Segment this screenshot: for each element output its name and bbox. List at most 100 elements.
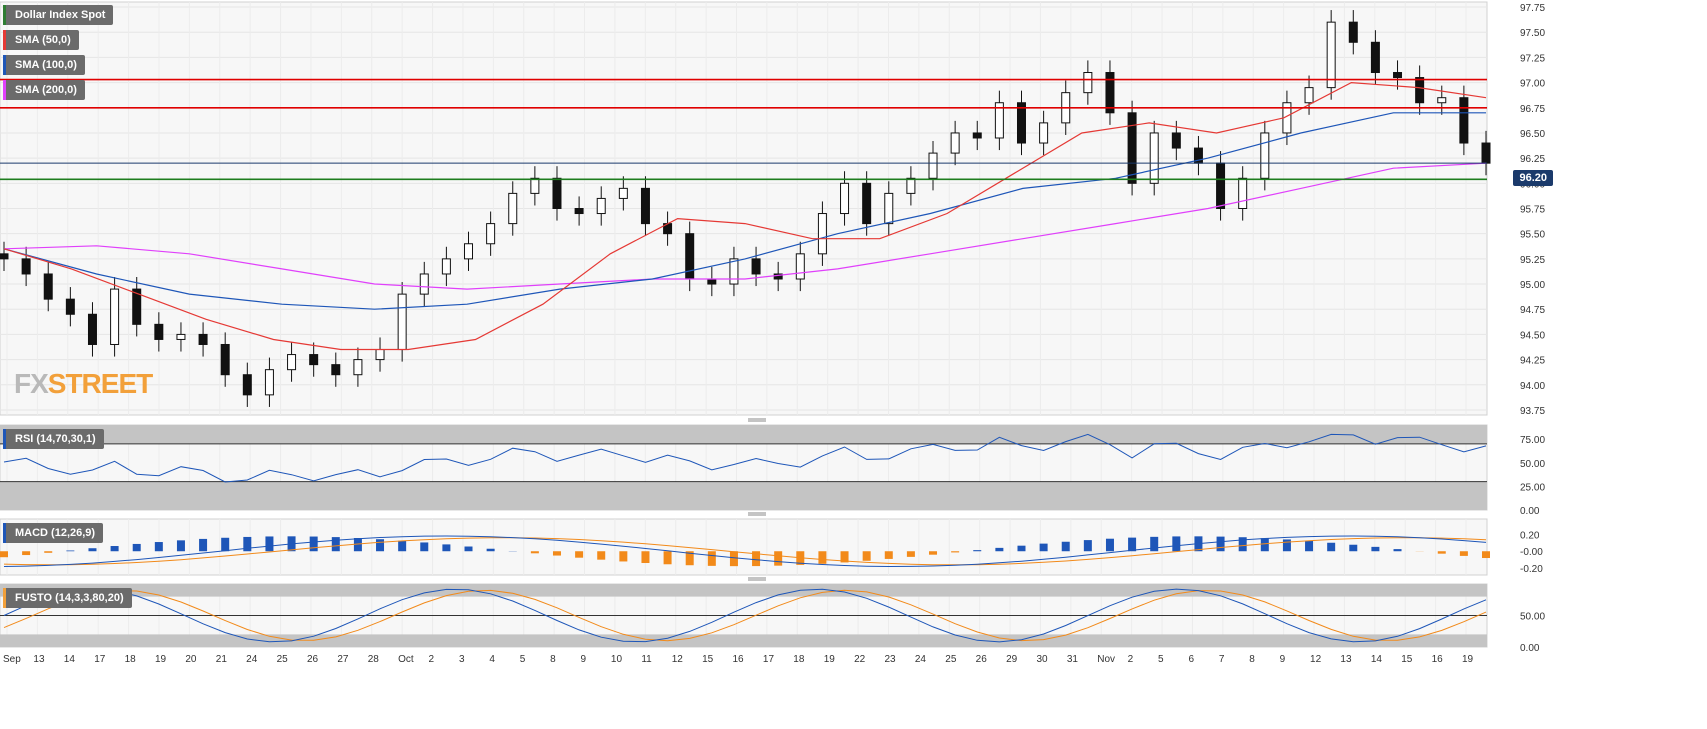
macd-histogram-bar xyxy=(1393,549,1402,552)
x-tick-label: 11 xyxy=(641,654,652,665)
macd-histogram-bar xyxy=(1305,540,1314,552)
candle-body xyxy=(43,273,53,300)
macd-histogram-bar xyxy=(398,540,407,552)
macd-histogram-bar xyxy=(530,551,539,554)
macd-tick-label: -0.00 xyxy=(1520,547,1543,558)
macd-histogram-bar xyxy=(1437,551,1446,554)
candle-body xyxy=(884,192,894,225)
macd-label-text: MACD (12,26,9) xyxy=(15,527,96,539)
x-tick-label: 30 xyxy=(1036,654,1048,665)
price-tick-label: 95.50 xyxy=(1520,230,1545,241)
candle-body xyxy=(397,293,407,351)
macd-histogram-bar xyxy=(176,540,185,552)
macd-histogram-bar xyxy=(1061,541,1070,552)
candle-body xyxy=(795,253,805,280)
legend-item-sma-100[interactable]: SMA (100,0) xyxy=(3,55,85,75)
macd-histogram-bar xyxy=(1482,551,1490,559)
rsi-label[interactable]: RSI (14,70,30,1) xyxy=(3,429,104,449)
rsi-label-text: RSI (14,70,30,1) xyxy=(15,433,96,445)
macd-histogram-bar xyxy=(442,544,451,552)
candle-body xyxy=(508,192,518,225)
macd-histogram-bar xyxy=(243,536,252,552)
x-tick-label: Nov xyxy=(1097,654,1115,665)
candle-body xyxy=(950,132,960,154)
macd-line xyxy=(3,535,1487,568)
price-tick-label: 95.00 xyxy=(1520,280,1545,291)
candle-body xyxy=(21,258,31,275)
macd-histogram-bar xyxy=(929,551,938,555)
macd-histogram-bar xyxy=(132,543,141,552)
x-tick-label: 5 xyxy=(520,654,526,665)
candle-body xyxy=(840,182,850,215)
macd-histogram-bar xyxy=(906,551,915,557)
macd-histogram-bar xyxy=(44,551,53,553)
legend-item-dollar-index[interactable]: Dollar Index Spot xyxy=(3,5,114,25)
macd-histogram-bar xyxy=(707,551,716,566)
x-tick-label: 26 xyxy=(307,654,319,665)
candle-body xyxy=(1437,97,1447,104)
macd-histogram-bar xyxy=(353,538,362,552)
fusto-label[interactable]: FUSTO (14,3,3,80,20) xyxy=(3,588,132,608)
candle-body xyxy=(1348,21,1358,43)
x-tick-label: 14 xyxy=(64,654,76,665)
candle-body xyxy=(685,233,695,280)
x-tick-label: 8 xyxy=(1249,654,1255,665)
candle-body xyxy=(1415,77,1425,104)
macd-histogram-bar xyxy=(752,551,761,567)
candle-body xyxy=(1260,132,1270,179)
macd-histogram-bar xyxy=(552,551,561,556)
legend-swatch xyxy=(3,523,6,543)
candle-body xyxy=(287,354,297,371)
macd-histogram-bar xyxy=(973,550,982,552)
candle-body xyxy=(1039,122,1049,144)
candle-body xyxy=(1171,132,1181,149)
macd-histogram-bar xyxy=(110,546,119,552)
candle-body xyxy=(220,343,230,376)
macd-histogram-bar xyxy=(1128,537,1137,552)
candle-body xyxy=(176,333,186,340)
candle-body xyxy=(87,313,97,345)
legend-item-sma-200[interactable]: SMA (200,0) xyxy=(3,80,85,100)
x-tick-label: 12 xyxy=(672,654,684,665)
candle-body xyxy=(331,364,341,376)
x-tick-label: 24 xyxy=(246,654,258,665)
x-tick-label: 19 xyxy=(155,654,167,665)
price-tick-label: 97.00 xyxy=(1520,79,1545,90)
candle-body xyxy=(862,182,872,225)
x-tick-label: 19 xyxy=(1462,654,1474,665)
macd-histogram-bar xyxy=(729,551,738,567)
macd-histogram-bar xyxy=(1039,543,1048,552)
x-tick-label: 24 xyxy=(915,654,927,665)
price-tick-label: 95.75 xyxy=(1520,205,1545,216)
candle-body xyxy=(309,354,319,366)
rsi-oversold-band xyxy=(0,481,1487,510)
price-tick-label: 94.00 xyxy=(1520,381,1545,392)
candle-body xyxy=(530,177,540,194)
macd-signal-line xyxy=(3,537,1487,566)
macd-label[interactable]: MACD (12,26,9) xyxy=(3,523,104,543)
x-tick-label: 2 xyxy=(1128,654,1134,665)
x-tick-label: 6 xyxy=(1188,654,1194,665)
x-tick-label: 23 xyxy=(884,654,896,665)
legend-item-sma-50[interactable]: SMA (50,0) xyxy=(3,30,79,50)
x-tick-label: 21 xyxy=(216,654,228,665)
legend-swatch xyxy=(3,5,6,25)
candle-body xyxy=(994,102,1004,139)
macd-histogram-bar xyxy=(575,551,584,558)
candle-body xyxy=(618,187,628,199)
logo-part-fx: FX xyxy=(14,368,49,399)
fusto-lower-band xyxy=(0,634,1487,647)
candle-body xyxy=(1127,112,1137,184)
price-tick-label: 94.50 xyxy=(1520,330,1545,341)
x-tick-label: 10 xyxy=(611,654,623,665)
legend-label: SMA (200,0) xyxy=(15,84,77,96)
price-tick-label: 96.75 xyxy=(1520,104,1545,115)
macd-histogram-bar xyxy=(774,551,783,566)
legend-swatch xyxy=(3,429,6,449)
fusto-k-line xyxy=(3,588,1487,643)
macd-histogram-bar xyxy=(0,551,8,558)
macd-histogram-bar xyxy=(1216,536,1225,552)
x-tick-label: 29 xyxy=(1006,654,1018,665)
legend-label: SMA (50,0) xyxy=(15,34,71,46)
candle-body xyxy=(0,253,9,260)
